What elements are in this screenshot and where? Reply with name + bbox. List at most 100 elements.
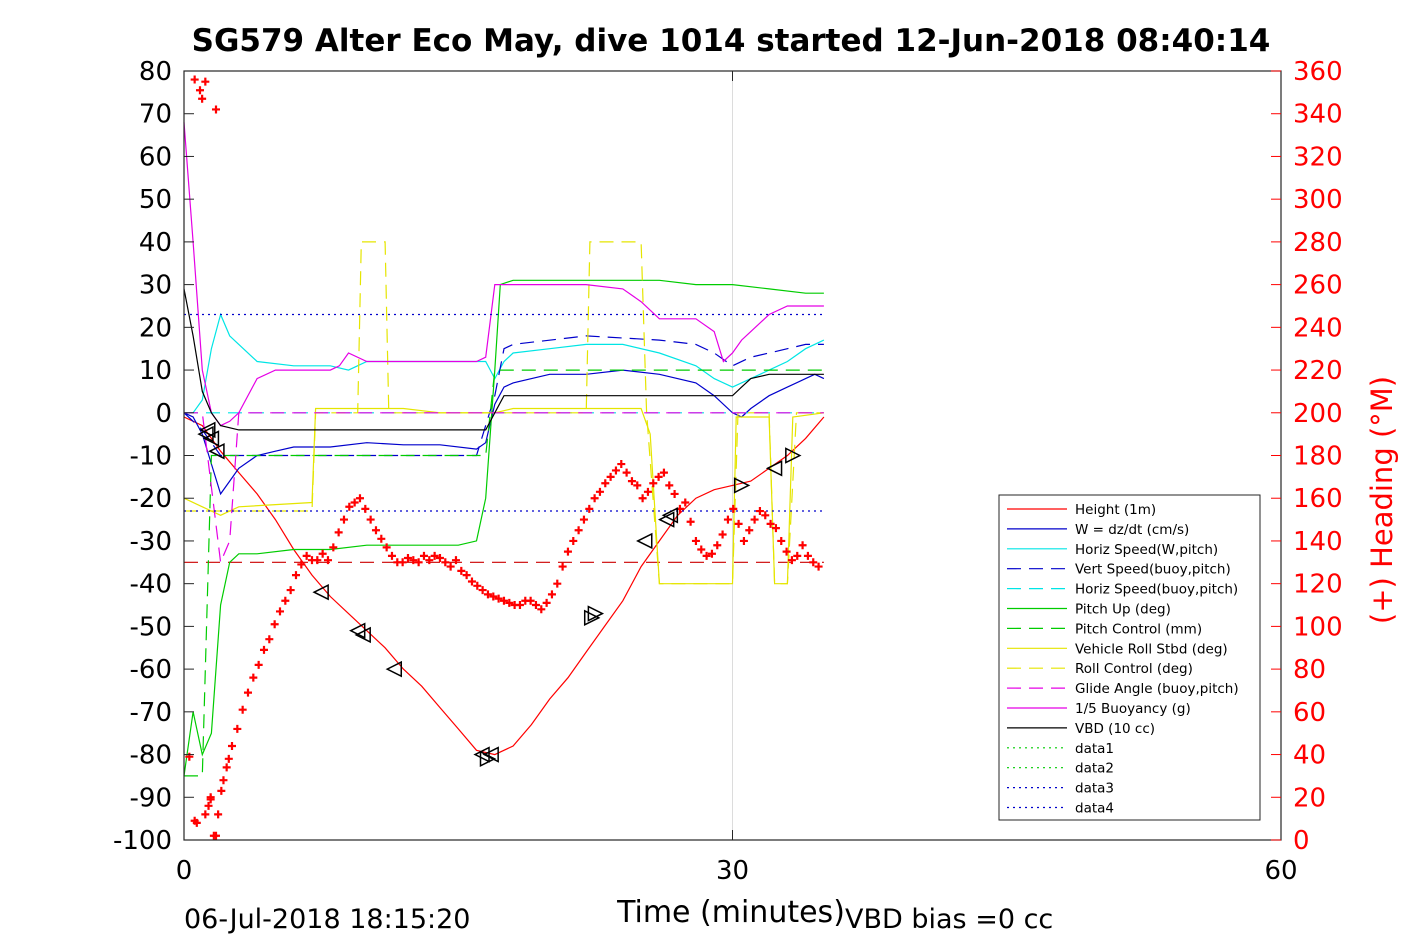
heading-point [243, 688, 252, 697]
y-tick-label: 50 [139, 185, 172, 215]
y-tick-label: 20 [139, 313, 172, 343]
heading-point [224, 754, 233, 763]
heading-point [739, 536, 748, 545]
heading-point [745, 526, 754, 535]
heading-point [446, 562, 455, 571]
heading-point [787, 556, 796, 565]
series-layer [183, 122, 825, 777]
heading-point [697, 545, 706, 554]
marker-triangle-left [482, 746, 499, 763]
legend-entry: W = dz/dt (cm/s) [1075, 522, 1189, 538]
legend: Height (1m) W = dz/dt (cm/s) Horiz Speed(W… [998, 494, 1261, 821]
heading-point [505, 598, 514, 607]
heading-point [574, 526, 583, 535]
y-tick-label: -40 [130, 570, 172, 600]
series-line-9 [184, 412, 824, 565]
legend-entry: data3 [1075, 781, 1114, 797]
heading-point [238, 705, 247, 714]
heading-point [473, 581, 482, 590]
legend-entry: Glide Angle (buoy,pitch) [1075, 681, 1239, 697]
heading-point [219, 776, 228, 785]
heading-point [435, 554, 444, 563]
y-tick-label: 10 [139, 356, 172, 386]
heading-point [323, 556, 332, 565]
right-tick-label: 220 [1293, 356, 1343, 386]
heading-point [766, 519, 775, 528]
heading-point [403, 554, 412, 563]
y-tick-label: 80 [139, 57, 172, 87]
legend-entry: Horiz Speed(W,pitch) [1075, 542, 1218, 558]
heading-point [425, 556, 434, 565]
legend-entry: Vert Speed(buoy,pitch) [1075, 562, 1231, 578]
marker-triangle-left [354, 626, 371, 644]
marker-triangle-left [636, 532, 653, 550]
heading-point [201, 810, 210, 819]
heading-point [478, 586, 487, 595]
heading-point [192, 818, 201, 827]
legend-entry: Height (1m) [1075, 502, 1156, 518]
marker-triangle-left [661, 507, 679, 524]
heading-point [214, 810, 223, 819]
y-tick-label: -30 [130, 527, 172, 557]
series-line-1 [183, 369, 825, 496]
x-tick-label: 0 [176, 856, 193, 886]
legend-entry: Horiz Speed(buoy,pitch) [1075, 582, 1238, 598]
heading-point [595, 487, 604, 496]
heading-point [291, 571, 300, 580]
footer-date: 06-Jul-2018 18:15:20 [184, 904, 470, 935]
heading-point [217, 786, 226, 795]
heading-point [537, 605, 546, 614]
heading-point [526, 596, 535, 605]
markers [197, 421, 802, 768]
legend-entry: 1/5 Buoyancy (g) [1075, 701, 1191, 717]
y-tick-label: 60 [139, 142, 172, 172]
series-line-8 [184, 241, 824, 585]
right-axis-label: (+) Heading (°M) [1365, 376, 1399, 624]
heading-point [777, 536, 786, 545]
marker-triangle-left [312, 583, 329, 601]
heading-point [204, 801, 213, 810]
heading-point [729, 504, 738, 513]
heading-point [707, 549, 716, 558]
heading-point [270, 620, 279, 629]
heading-point [409, 556, 418, 565]
heading-point [494, 594, 503, 603]
heading-point [569, 536, 578, 545]
heading-point [249, 673, 258, 682]
series-line-10 [183, 122, 824, 427]
y-tick-label: 70 [139, 100, 172, 130]
heading-point [382, 543, 391, 552]
heading-point [718, 530, 727, 539]
right-tick-label: 0 [1293, 826, 1310, 856]
heading-point [350, 498, 359, 507]
marker-triangle-left [765, 460, 783, 477]
heading-point [281, 596, 290, 605]
heading-point [371, 526, 380, 535]
y-tick-label: 40 [139, 228, 172, 258]
legend-entry: VBD (10 cc) [1075, 721, 1155, 737]
heading-point [627, 477, 636, 486]
heading-point [782, 547, 791, 556]
series-line-6 [184, 369, 824, 777]
heading-point [419, 551, 428, 560]
heading-point [542, 598, 551, 607]
y-tick-label: -10 [130, 442, 172, 472]
heading-point [222, 763, 231, 772]
legend-entry: Roll Control (deg) [1075, 661, 1193, 677]
y-tick-label: -50 [130, 612, 172, 642]
heading-point [334, 528, 343, 537]
right-tick-label: 180 [1293, 442, 1343, 472]
heading-point [489, 592, 498, 601]
marker-triangle-left [208, 443, 225, 460]
right-tick-label: 260 [1293, 271, 1343, 301]
legend-entry: Pitch Control (mm) [1075, 621, 1202, 637]
heading-point [211, 105, 220, 114]
right-tick-label: 240 [1293, 313, 1343, 343]
heading-point [659, 468, 668, 477]
heading-point [206, 795, 215, 804]
series-line-0 [183, 416, 825, 756]
marker-triangle-right [733, 477, 751, 494]
right-tick-label: 340 [1293, 100, 1343, 130]
marker-triangle-left [658, 511, 675, 528]
legend-entry: data4 [1075, 801, 1114, 817]
